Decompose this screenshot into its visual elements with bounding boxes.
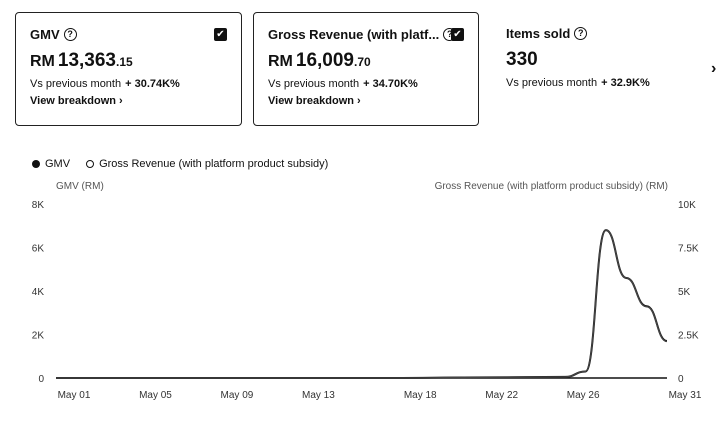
gross-revenue-change: + 34.70K% [363,78,418,90]
gross-revenue-compare: Vs previous month + 34.70K% [268,78,418,90]
gmv-compare: Vs previous month + 30.74K% [30,78,180,90]
x-tick-label: May 26 [567,390,600,401]
legend-gross-revenue-label: Gross Revenue (with platform product sub… [99,158,329,170]
gmv-value: RM 13,363.15 [30,50,133,72]
chevron-right-icon[interactable]: › [711,60,717,77]
gmv-currency: RM [30,53,55,70]
x-tick-label: May 01 [58,390,91,401]
y-right-axis-title: Gross Revenue (with platform product sub… [434,181,668,192]
items-sold-card[interactable]: Items sold ? 330 Vs previous month + 32.9… [492,12,692,126]
gmv-checkbox[interactable]: ✔ [214,28,227,41]
gmv-card-title: GMV ? [30,27,77,42]
filled-dot-icon [32,160,40,168]
gross-revenue-value-dec: .70 [354,55,371,69]
help-icon[interactable]: ? [574,27,588,40]
gross-revenue-card[interactable]: Gross Revenue (with platf... ? ✔ RM 16,00… [253,12,479,126]
x-tick-label: May 18 [404,390,437,401]
help-icon[interactable]: ? [63,28,77,41]
x-tick-label: May 31 [669,390,702,401]
gross-revenue-compare-label: Vs previous month [268,78,360,90]
items-sold-card-title: Items sold ? [506,26,588,41]
legend-item-gmv[interactable]: GMV [32,158,70,170]
legend-gmv-label: GMV [45,158,71,170]
y-left-tick-label: 8K [32,200,45,211]
y-right-tick-label: 2.5K [678,331,699,342]
gmv-title-text: GMV [30,27,60,42]
gross-revenue-view-breakdown-link[interactable]: View breakdown › [268,95,361,107]
items-sold-compare: Vs previous month + 32.9K% [506,77,650,89]
gmv-series-line [55,229,668,380]
gross-revenue-checkbox[interactable]: ✔ [451,28,464,41]
gmv-value-dec: .15 [116,55,133,69]
items-sold-compare-label: Vs previous month [506,77,598,89]
y-left-tick-label: 0 [38,374,44,385]
items-sold-value-main: 330 [506,49,538,70]
gross-revenue-value: RM 16,009.70 [268,50,371,72]
x-tick-label: May 09 [221,390,254,401]
y-left-tick-label: 2K [32,331,45,342]
gmv-value-main: 13,363 [57,50,117,71]
gross-revenue-series-line [55,229,668,379]
x-tick-label: May 05 [139,390,172,401]
items-sold-title-text: Items sold [506,26,571,41]
y-left-tick-label: 6K [32,244,45,255]
y-left-tick-label: 4K [32,287,45,298]
legend-item-gross-revenue[interactable]: Gross Revenue (with platform product sub… [86,158,328,170]
y-right-tick-label: 7.5K [678,244,699,255]
gmv-view-breakdown-link[interactable]: View breakdown › [30,95,123,107]
gross-revenue-title-text: Gross Revenue (with platf... [268,27,440,42]
gmv-compare-label: Vs previous month [30,78,122,90]
y-right-tick-label: 10K [678,200,696,211]
chart-legend: GMV Gross Revenue (with platform product… [32,158,338,170]
y-left-axis-title: GMV (RM) [56,181,104,192]
items-sold-value: 330 [506,49,538,71]
hollow-dot-icon [86,160,95,168]
y-right-tick-label: 5K [678,287,691,298]
x-tick-label: May 13 [302,390,335,401]
gross-revenue-currency: RM [268,53,293,70]
gmv-change: + 30.74K% [125,78,180,90]
gmv-card[interactable]: GMV ? ✔ RM 13,363.15 Vs previous month + 3… [15,12,242,126]
x-tick-label: May 22 [485,390,518,401]
gross-revenue-value-main: 16,009 [295,50,355,71]
items-sold-change: + 32.9K% [601,77,650,89]
y-right-tick-label: 0 [678,374,684,385]
